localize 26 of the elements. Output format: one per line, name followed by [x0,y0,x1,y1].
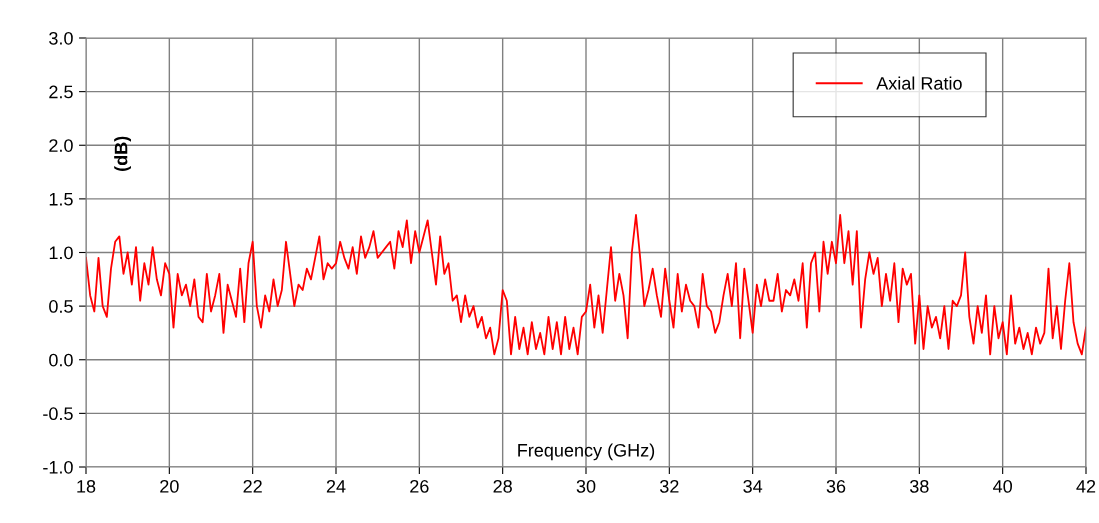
y-tick-label: -1.0 [43,460,73,474]
x-tick-label: 42 [1076,479,1096,493]
x-tick-label: 22 [243,479,262,493]
x-tick-label: 40 [993,479,1012,493]
y-tick-label: -0.5 [43,407,73,421]
x-axis-title: Frequency (GHz) [518,443,655,461]
x-tick-label: 30 [576,479,596,493]
x-tick-label: 18 [77,479,96,493]
y-tick-label: 3.0 [49,31,73,45]
y-axis-title: (dB) [114,136,131,171]
y-tick-label: 2.0 [49,139,73,152]
x-tick-label: 28 [493,479,512,493]
x-tick-label: 32 [659,479,679,493]
y-tick-label: 0.0 [49,353,73,367]
y-tick-label: 0.5 [49,300,73,313]
y-tick-label: 2.5 [49,85,73,99]
x-tick-label: 24 [326,479,346,493]
legend-label: Axial Ratio [876,76,962,90]
x-tick-label: 26 [410,479,429,493]
line-series [86,214,1086,356]
x-tick-label: 36 [826,479,846,493]
x-tick-label: 34 [743,479,763,493]
y-tick-label: 1.5 [49,193,73,206]
x-tick-label: 38 [909,479,929,493]
y-tick-label: 1.0 [49,246,73,260]
x-tick-label: 20 [160,479,179,493]
